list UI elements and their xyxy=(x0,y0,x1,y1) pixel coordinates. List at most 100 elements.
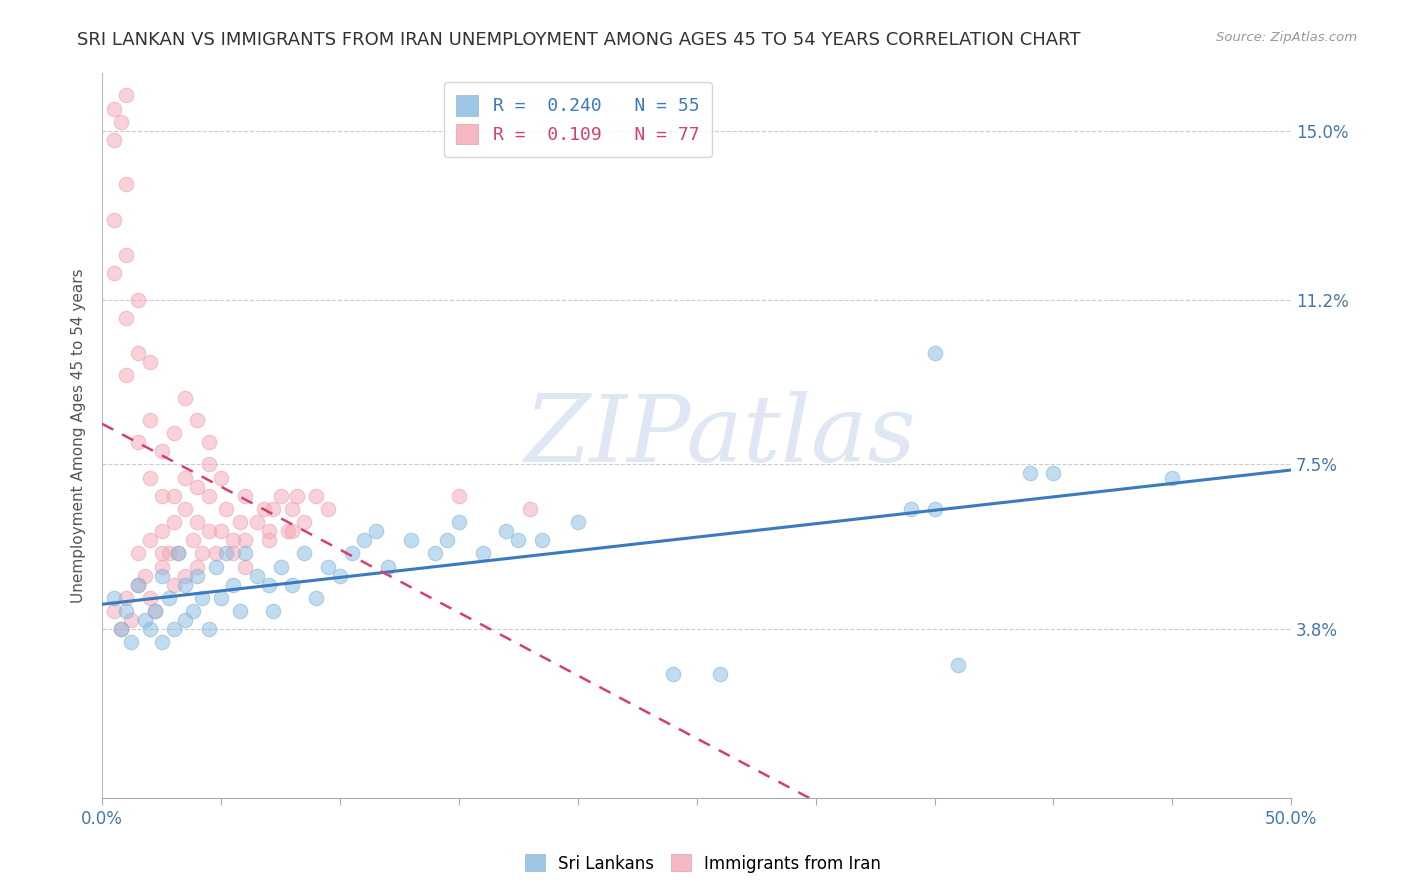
Point xyxy=(423,546,446,560)
Point xyxy=(222,546,245,560)
Point xyxy=(662,666,685,681)
Point xyxy=(292,516,315,530)
Point xyxy=(150,524,173,539)
Point xyxy=(401,533,423,547)
Point xyxy=(215,502,238,516)
Point xyxy=(115,178,138,192)
Point xyxy=(222,533,245,547)
Point xyxy=(198,524,221,539)
Point xyxy=(110,115,132,129)
Point xyxy=(150,489,173,503)
Point xyxy=(246,568,269,582)
Point xyxy=(567,516,589,530)
Point xyxy=(924,346,946,360)
Point xyxy=(157,546,180,560)
Point xyxy=(205,546,228,560)
Point xyxy=(115,88,138,103)
Legend: Sri Lankans, Immigrants from Iran: Sri Lankans, Immigrants from Iran xyxy=(519,847,887,880)
Point xyxy=(270,489,292,503)
Point xyxy=(198,435,221,450)
Point xyxy=(103,604,125,618)
Point xyxy=(150,635,173,649)
Point xyxy=(447,489,470,503)
Point xyxy=(270,559,292,574)
Point xyxy=(209,524,232,539)
Point xyxy=(127,435,149,450)
Point xyxy=(162,577,184,591)
Point xyxy=(281,524,304,539)
Y-axis label: Unemployment Among Ages 45 to 54 years: Unemployment Among Ages 45 to 54 years xyxy=(72,268,86,603)
Point xyxy=(257,533,280,547)
Point xyxy=(519,502,541,516)
Point xyxy=(316,559,339,574)
Point xyxy=(305,489,328,503)
Point xyxy=(139,471,162,485)
Point xyxy=(139,355,162,369)
Point xyxy=(209,591,232,605)
Point xyxy=(246,516,269,530)
Point xyxy=(139,533,162,547)
Point xyxy=(162,516,184,530)
Point xyxy=(233,559,256,574)
Point xyxy=(508,533,530,547)
Point xyxy=(139,413,162,427)
Point xyxy=(103,102,125,116)
Point xyxy=(281,577,304,591)
Point xyxy=(191,591,214,605)
Point xyxy=(471,546,494,560)
Point xyxy=(198,622,221,636)
Point xyxy=(162,622,184,636)
Point xyxy=(120,635,142,649)
Point xyxy=(174,577,197,591)
Text: SRI LANKAN VS IMMIGRANTS FROM IRAN UNEMPLOYMENT AMONG AGES 45 TO 54 YEARS CORREL: SRI LANKAN VS IMMIGRANTS FROM IRAN UNEMP… xyxy=(77,31,1081,49)
Point xyxy=(115,368,138,383)
Legend: R =  0.240   N = 55, R =  0.109   N = 77: R = 0.240 N = 55, R = 0.109 N = 77 xyxy=(444,82,711,157)
Point xyxy=(364,524,387,539)
Point xyxy=(285,489,308,503)
Point xyxy=(447,516,470,530)
Point xyxy=(127,577,149,591)
Point xyxy=(229,516,252,530)
Point xyxy=(1018,467,1040,481)
Point xyxy=(436,533,458,547)
Point xyxy=(110,622,132,636)
Point xyxy=(233,546,256,560)
Point xyxy=(353,533,375,547)
Point xyxy=(186,413,208,427)
Point xyxy=(377,559,399,574)
Point xyxy=(222,577,245,591)
Point xyxy=(186,480,208,494)
Point xyxy=(305,591,328,605)
Point xyxy=(115,310,138,325)
Point xyxy=(157,591,180,605)
Point xyxy=(209,471,232,485)
Point xyxy=(924,502,946,516)
Point xyxy=(103,212,125,227)
Point xyxy=(233,489,256,503)
Point xyxy=(191,546,214,560)
Point xyxy=(174,391,197,405)
Point xyxy=(115,591,138,605)
Point xyxy=(143,604,166,618)
Point xyxy=(181,533,204,547)
Point xyxy=(292,546,315,560)
Point xyxy=(229,604,252,618)
Point xyxy=(103,133,125,147)
Point xyxy=(139,591,162,605)
Point xyxy=(186,568,208,582)
Text: ZIPatlas: ZIPatlas xyxy=(524,391,917,481)
Point xyxy=(900,502,922,516)
Text: Source: ZipAtlas.com: Source: ZipAtlas.com xyxy=(1216,31,1357,45)
Point xyxy=(174,613,197,627)
Point xyxy=(120,613,142,627)
Point xyxy=(257,577,280,591)
Point xyxy=(174,502,197,516)
Point xyxy=(150,568,173,582)
Point xyxy=(709,666,731,681)
Point xyxy=(110,622,132,636)
Point xyxy=(262,604,284,618)
Point xyxy=(1042,467,1064,481)
Point xyxy=(329,568,352,582)
Point xyxy=(103,266,125,280)
Point xyxy=(948,657,970,672)
